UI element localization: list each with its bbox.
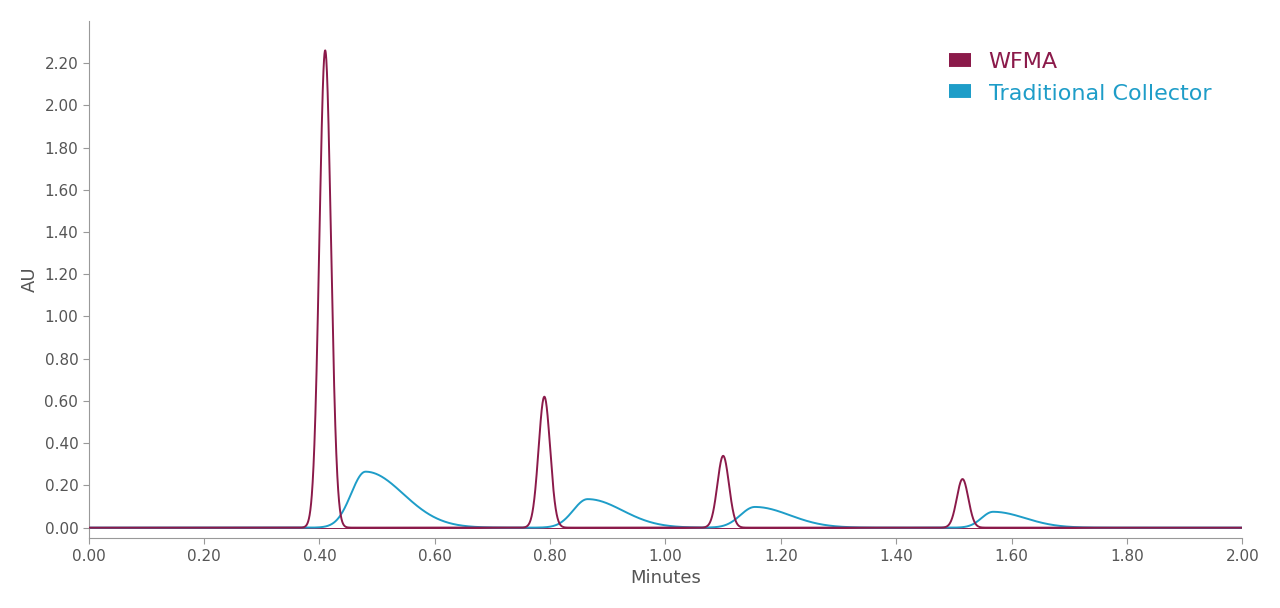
Legend: WFMA, Traditional Collector: WFMA, Traditional Collector xyxy=(940,43,1220,112)
Y-axis label: AU: AU xyxy=(20,267,38,292)
X-axis label: Minutes: Minutes xyxy=(630,569,701,587)
